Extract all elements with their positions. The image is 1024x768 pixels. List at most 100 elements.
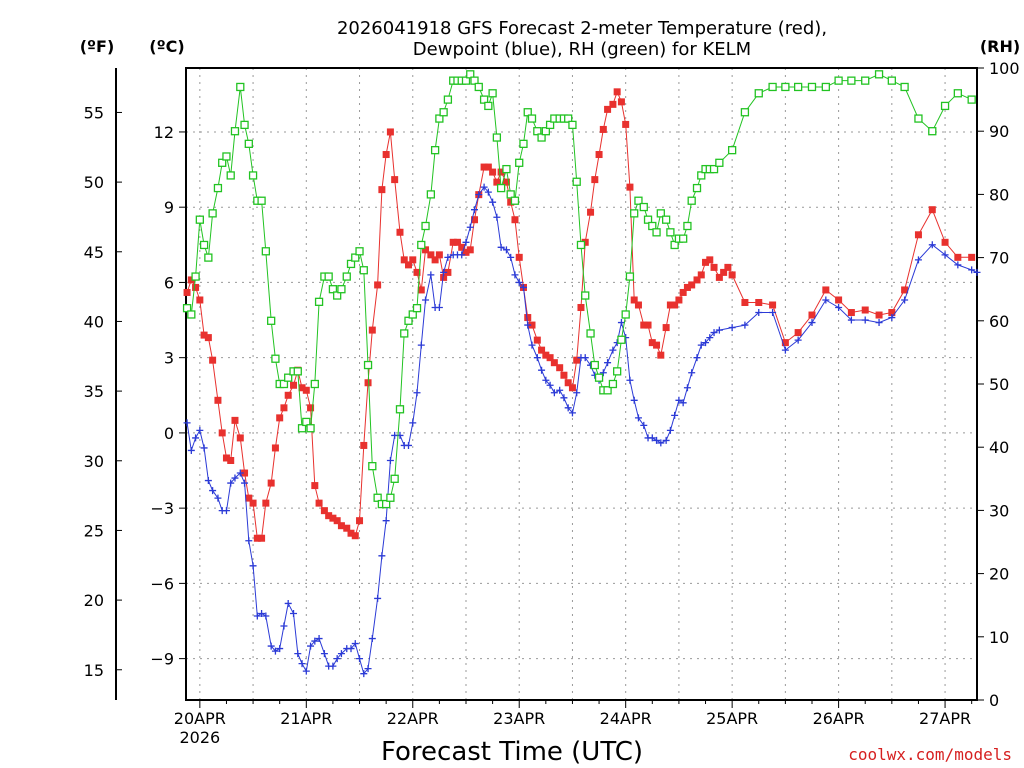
temperature-marker (550, 359, 558, 367)
rh-marker (754, 89, 763, 98)
x-axis-tick-label: 24APR (600, 709, 652, 728)
temperature-marker (253, 534, 261, 542)
temperature-marker (794, 329, 802, 337)
temperature-marker (914, 231, 922, 239)
temperature-marker (396, 228, 404, 236)
rh-marker (426, 190, 436, 199)
dewpoint-marker (706, 334, 714, 342)
rh-marker (506, 190, 515, 199)
dewpoint-marker (634, 414, 642, 422)
dewpoint-marker (422, 296, 430, 304)
temperature-marker (662, 324, 670, 332)
x-axis-tick-label: 21APR (280, 709, 332, 728)
dewpoint-marker (954, 261, 962, 269)
dewpoint-marker (333, 655, 341, 663)
rh-marker (199, 240, 209, 250)
temperature-marker (560, 371, 568, 379)
dewpoint-marker (258, 609, 266, 617)
dewpoint-marker (204, 477, 212, 485)
temperature-marker (781, 339, 789, 347)
temperature-marker (728, 271, 736, 279)
rh-marker (324, 272, 333, 281)
dewpoint-marker (440, 268, 448, 276)
x-axis-tick-label: 27APR (919, 709, 971, 728)
rh-marker (261, 247, 270, 256)
c-axis-tick-label: 0 (164, 424, 174, 443)
dewpoint-marker (480, 183, 488, 191)
series-layer (182, 70, 981, 678)
rh-marker (793, 82, 803, 92)
dewpoint-marker (781, 346, 789, 354)
temperature-marker (462, 248, 470, 256)
rh-marker (204, 253, 213, 262)
temperature-marker (741, 298, 749, 306)
temperature-marker (271, 444, 279, 452)
dewpoint-marker (378, 552, 386, 560)
dewpoint-marker (683, 384, 691, 392)
rh-marker (613, 367, 622, 376)
dewpoint-marker (413, 389, 421, 397)
dewpoint-marker (728, 324, 736, 332)
temperature-marker (298, 384, 306, 392)
rh-marker (709, 164, 719, 174)
rh-marker (715, 158, 724, 167)
rh-marker (545, 120, 555, 130)
dewpoint-marker (280, 622, 288, 630)
rh-marker (271, 354, 280, 363)
temperature-marker (724, 263, 732, 271)
rh-marker (195, 215, 204, 224)
temperature-marker (702, 258, 710, 266)
rh-marker (630, 209, 639, 218)
rh-marker (648, 221, 657, 231)
dewpoint-marker (262, 612, 270, 620)
temperature-marker (422, 246, 430, 254)
rh-marker (515, 158, 524, 167)
rh-marker (502, 164, 511, 174)
rh-marker (537, 133, 546, 142)
rh-axis-tick-label: 70 (989, 249, 1009, 268)
rh-marker (634, 196, 643, 205)
rh-marker (310, 379, 319, 389)
rh-marker (267, 316, 276, 325)
temperature-marker (489, 168, 497, 176)
rh-marker (314, 297, 324, 306)
temperature-marker (409, 256, 417, 264)
temperature-marker (231, 416, 239, 424)
rh-marker (244, 139, 253, 148)
temperature-marker (222, 454, 230, 462)
rh-marker (236, 82, 245, 92)
temperature-marker (675, 296, 683, 304)
temperature-marker (200, 331, 208, 339)
dewpoint-marker (697, 341, 705, 349)
dewpoint-marker (356, 655, 364, 663)
rh-marker (386, 493, 395, 502)
rh-marker (342, 272, 351, 281)
rh-line (186, 73, 972, 505)
x-axis-tick-label: 20APR (174, 709, 226, 728)
dewpoint-marker (564, 404, 572, 412)
rh-marker (940, 101, 950, 111)
rh-marker (443, 95, 453, 104)
rh-marker (527, 114, 537, 123)
dewpoint-marker (630, 396, 638, 404)
temperature-marker (720, 268, 728, 276)
dewpoint-marker (444, 253, 452, 261)
dewpoint-marker (284, 599, 292, 607)
rh-marker (914, 114, 923, 123)
dewpoint-marker (835, 304, 843, 312)
grid-layer (186, 68, 977, 700)
rh-marker (187, 310, 196, 319)
dewpoint-marker (382, 517, 390, 525)
dewpoint-marker (386, 456, 394, 464)
dewpoint-marker (497, 243, 505, 251)
rh-marker (417, 240, 426, 250)
dewpoint-marker (847, 316, 855, 324)
dewpoint-marker (253, 612, 261, 620)
rh-marker (474, 82, 483, 92)
temperature-marker (435, 251, 443, 259)
temperature-marker (546, 354, 554, 362)
rh-marker (373, 493, 382, 502)
rh-marker (652, 228, 661, 237)
dewpoint-marker (662, 436, 670, 444)
dewpoint-marker (515, 278, 523, 286)
